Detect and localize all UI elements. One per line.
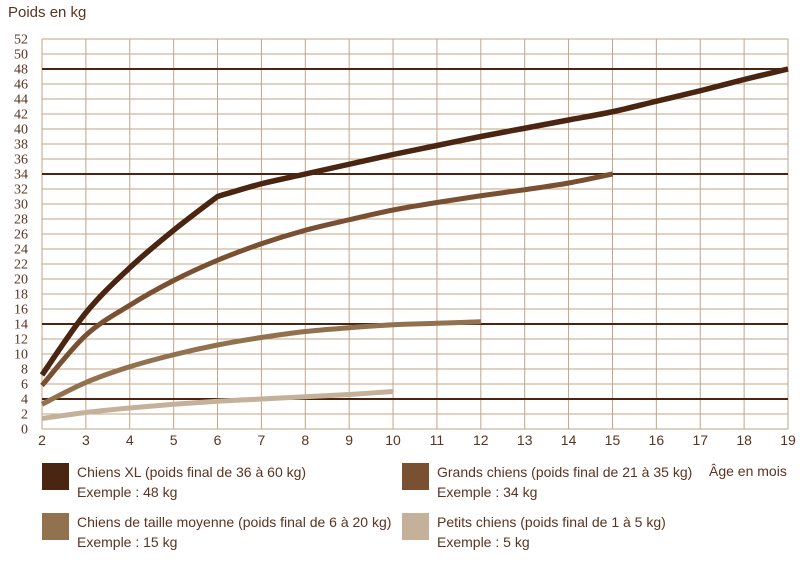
svg-text:19: 19 (780, 432, 796, 448)
svg-text:34: 34 (14, 168, 28, 183)
svg-text:26: 26 (14, 228, 28, 243)
svg-text:18: 18 (736, 432, 752, 448)
svg-text:6: 6 (214, 432, 222, 448)
svg-text:44: 44 (14, 93, 28, 108)
svg-text:16: 16 (649, 432, 665, 448)
svg-text:16: 16 (14, 303, 28, 318)
svg-text:30: 30 (14, 198, 28, 213)
svg-text:17: 17 (692, 432, 708, 448)
svg-text:18: 18 (14, 288, 28, 303)
svg-text:52: 52 (14, 33, 28, 48)
svg-text:20: 20 (14, 273, 28, 288)
svg-text:12: 12 (473, 432, 489, 448)
svg-text:8: 8 (301, 432, 309, 448)
svg-text:4: 4 (21, 393, 28, 408)
svg-text:46: 46 (14, 78, 28, 93)
svg-text:0: 0 (21, 423, 28, 438)
svg-text:40: 40 (14, 123, 28, 138)
svg-text:48: 48 (14, 63, 28, 78)
svg-text:9: 9 (345, 432, 353, 448)
svg-text:6: 6 (21, 378, 28, 393)
svg-text:7: 7 (258, 432, 266, 448)
svg-text:13: 13 (517, 432, 533, 448)
svg-text:24: 24 (14, 243, 28, 258)
svg-text:14: 14 (561, 432, 577, 448)
svg-text:8: 8 (21, 363, 28, 378)
svg-text:15: 15 (605, 432, 621, 448)
svg-text:22: 22 (14, 258, 28, 273)
svg-text:2: 2 (38, 432, 46, 448)
svg-text:4: 4 (126, 432, 134, 448)
svg-text:50: 50 (14, 48, 28, 63)
svg-text:38: 38 (14, 138, 28, 153)
svg-text:32: 32 (14, 183, 28, 198)
svg-text:14: 14 (14, 318, 28, 333)
svg-text:11: 11 (430, 432, 445, 448)
svg-text:3: 3 (82, 432, 90, 448)
svg-text:2: 2 (21, 408, 28, 423)
svg-text:36: 36 (14, 153, 28, 168)
svg-text:12: 12 (14, 333, 28, 348)
svg-text:28: 28 (14, 213, 28, 228)
svg-text:5: 5 (170, 432, 178, 448)
svg-text:42: 42 (14, 108, 28, 123)
svg-text:10: 10 (385, 432, 401, 448)
svg-text:10: 10 (14, 348, 28, 363)
